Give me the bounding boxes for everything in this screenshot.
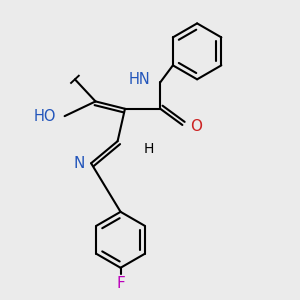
Text: N: N — [73, 156, 85, 171]
Text: H: H — [143, 142, 154, 156]
Text: HO: HO — [33, 109, 56, 124]
Text: F: F — [116, 276, 125, 291]
Text: O: O — [190, 119, 202, 134]
Text: HN: HN — [128, 72, 150, 87]
